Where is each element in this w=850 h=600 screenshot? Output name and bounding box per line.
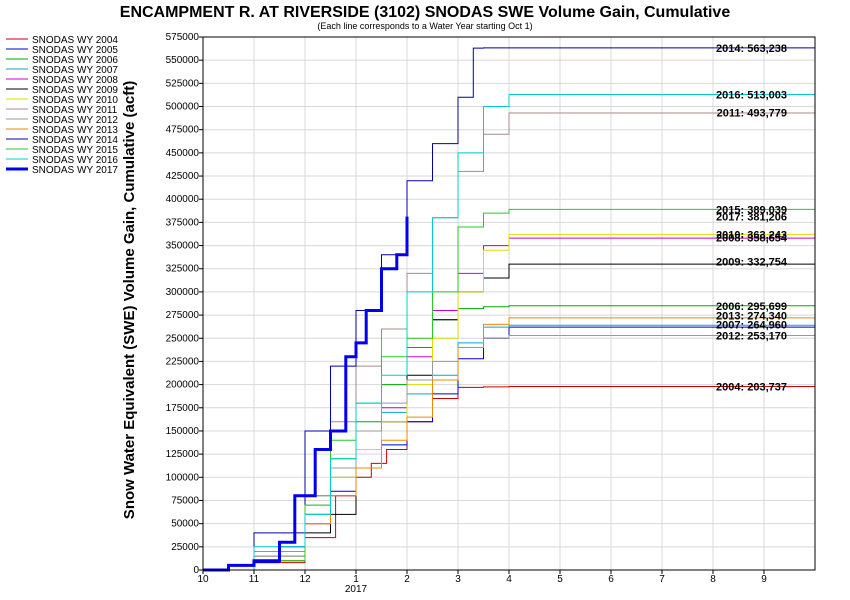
y-tick-label: 150000 [166, 426, 200, 437]
y-tick-label: 0 [193, 565, 199, 576]
y-tick-label: 250000 [166, 333, 200, 344]
legend-item: SNODAS WY 2006 [32, 55, 118, 66]
y-tick-label: 175000 [166, 403, 200, 414]
x-tick-label: 4 [506, 574, 512, 585]
y-tick-label: 475000 [166, 125, 200, 136]
y-tick-label: 350000 [166, 241, 200, 252]
legend-item: SNODAS WY 2005 [32, 45, 118, 56]
x-year-label: 2017 [345, 584, 368, 595]
legend-item: SNODAS WY 2007 [32, 65, 118, 76]
x-tick-label: 7 [659, 574, 665, 585]
legend-item: SNODAS WY 2009 [32, 85, 118, 96]
y-axis: 0 25000 50000 75000 100000 125000 150000 175000… [166, 32, 203, 576]
legend-item: SNODAS WY 2010 [32, 95, 118, 106]
y-tick-label: 575000 [166, 32, 200, 43]
y-tick-label: 200000 [166, 380, 200, 391]
y-tick-label: 525000 [166, 78, 200, 89]
end-label: 2006: 295,699 [716, 301, 787, 313]
y-tick-label: 300000 [166, 287, 200, 298]
legend-item: SNODAS WY 2011 [32, 105, 118, 116]
legend-item: SNODAS WY 2008 [32, 75, 118, 86]
chart-title: ENCAMPMENT R. AT RIVERSIDE (3102) SNODAS… [120, 4, 731, 21]
x-tick-label: 10 [197, 574, 209, 585]
y-tick-label: 50000 [171, 519, 199, 530]
end-label: 2007: 264,960 [716, 319, 787, 331]
legend-item: SNODAS WY 2014 [32, 135, 118, 146]
y-tick-label: 25000 [171, 542, 199, 553]
y-tick-label: 500000 [166, 102, 200, 113]
y-tick-label: 75000 [171, 495, 199, 506]
end-label: 2008: 358,654 [716, 233, 788, 245]
legend-item: SNODAS WY 2012 [32, 115, 118, 126]
y-tick-label: 450000 [166, 148, 200, 159]
x-tick-label: 1 [353, 574, 359, 585]
x-tick-label: 2 [404, 574, 410, 585]
x-tick-label: 8 [710, 574, 716, 585]
series-line-snodas-wy-2017 [203, 216, 409, 572]
end-label: 2017: 381,206 [716, 212, 787, 224]
end-label: 2015: 389,039 [716, 204, 787, 216]
end-label: 2013: 274,340 [716, 311, 787, 323]
series-line-snodas-wy-2014 [203, 47, 815, 571]
end-label: 2014: 563,238 [716, 43, 787, 55]
end-label: 2009: 332,754 [716, 257, 788, 269]
end-label: 2012: 253,170 [716, 330, 787, 342]
y-tick-label: 550000 [166, 55, 200, 66]
end-label: 2004: 203,737 [716, 381, 787, 393]
y-tick-label: 325000 [166, 264, 200, 275]
legend-item: SNODAS WY 2015 [32, 145, 118, 156]
legend-item: SNODAS WY 2017 [32, 165, 118, 176]
y-tick-label: 400000 [166, 194, 200, 205]
x-tick-label: 3 [455, 574, 461, 585]
y-tick-label: 125000 [166, 449, 200, 460]
chart-subtitle: (Each line corresponds to a Water Year s… [317, 21, 532, 31]
legend-item: SNODAS WY 2013 [32, 125, 118, 136]
x-tick-label: 11 [249, 574, 260, 585]
x-tick-label: 12 [299, 574, 311, 585]
y-tick-label: 100000 [166, 472, 200, 483]
end-label: 2010: 363,243 [716, 229, 787, 241]
legend-item: SNODAS WY 2004 [32, 35, 118, 46]
legend-item: SNODAS WY 2016 [32, 155, 118, 166]
y-tick-label: 375000 [166, 217, 200, 228]
series-line-snodas-wy-2016 [203, 94, 815, 571]
plot-frame [202, 36, 816, 571]
x-tick-label: 5 [557, 574, 563, 585]
end-label: 2011: 493,779 [717, 107, 787, 119]
y-axis-label: Snow Water Equivalent (SWE) Volume Gain,… [121, 81, 138, 519]
x-tick-label: 6 [608, 574, 614, 585]
y-tick-label: 275000 [166, 310, 200, 321]
y-tick-label: 425000 [166, 171, 200, 182]
series-lines [203, 47, 816, 572]
end-label: 2016: 513,003 [716, 89, 787, 101]
y-tick-label: 225000 [166, 356, 200, 367]
x-tick-label: 9 [761, 574, 767, 585]
